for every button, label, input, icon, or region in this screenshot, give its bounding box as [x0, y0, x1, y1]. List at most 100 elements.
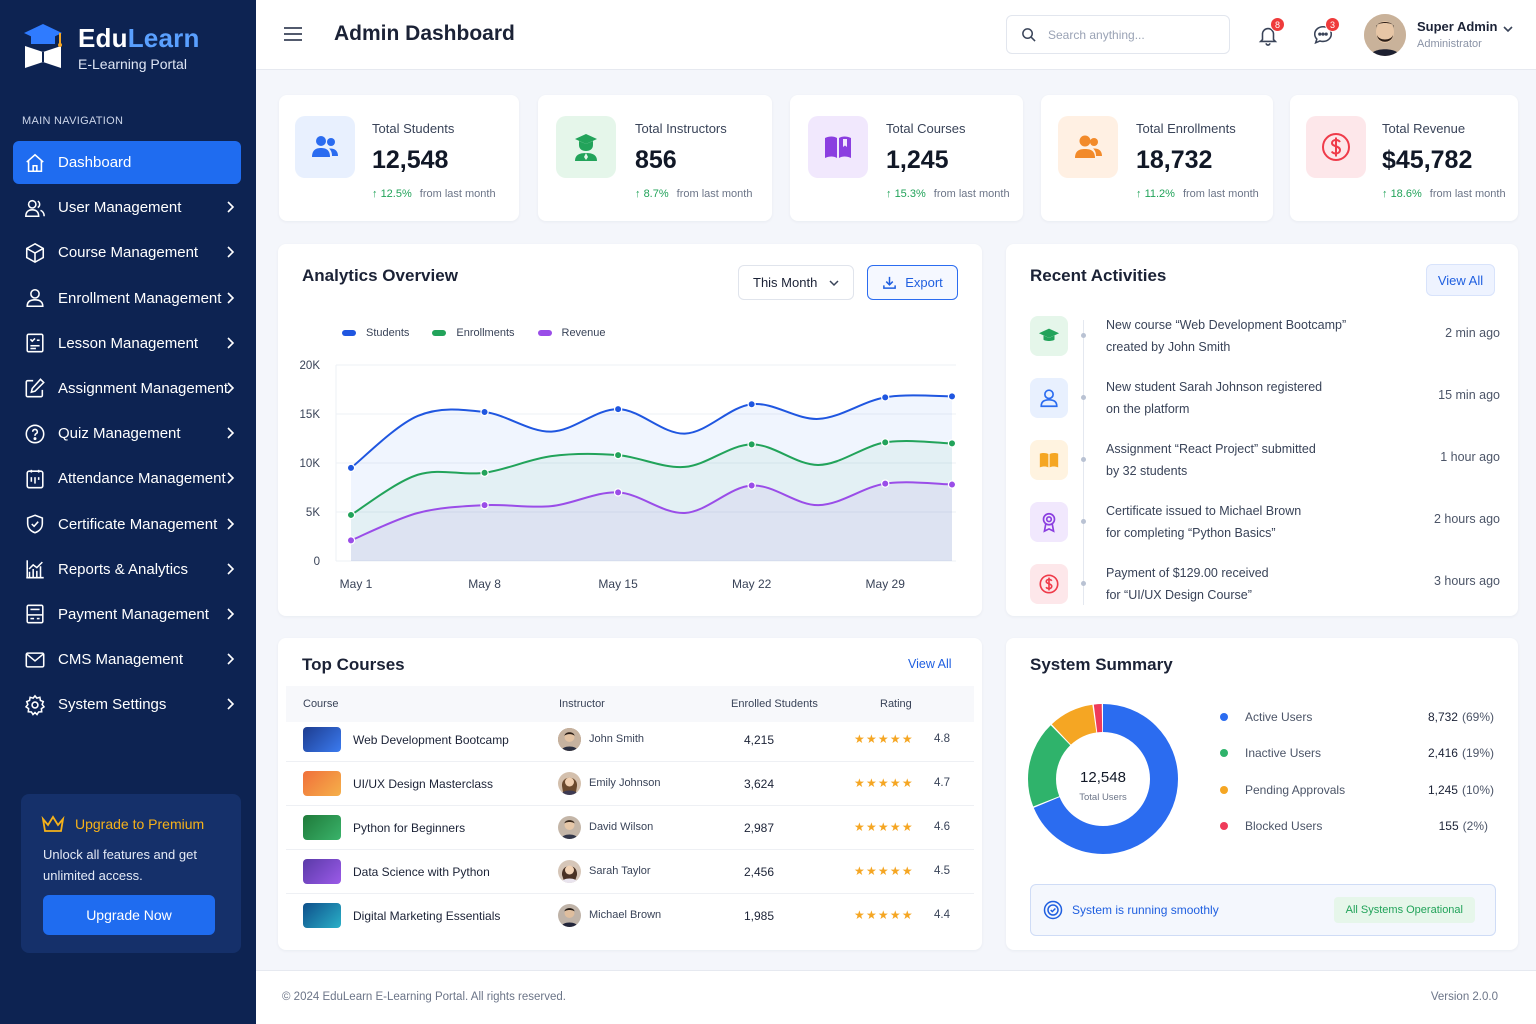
- activity-icon-box: [1030, 440, 1068, 480]
- course-name: Digital Marketing Essentials: [353, 909, 501, 923]
- search-icon: [1022, 28, 1036, 42]
- dollar-icon: [1322, 133, 1350, 161]
- summary-value: 1,245 (10%): [1427, 783, 1494, 797]
- sidebar-item-user-management[interactable]: User Management: [13, 186, 241, 229]
- sidebar-item-label: Enrollment Management: [58, 289, 222, 307]
- hamburger-menu-icon[interactable]: [283, 26, 303, 42]
- activity-time: 1 hour ago: [1440, 450, 1500, 464]
- sidebar-item-attendance-management[interactable]: Attendance Management: [13, 457, 241, 500]
- sidebar-item-system-settings[interactable]: System Settings: [13, 683, 241, 726]
- summary-label: Pending Approvals: [1245, 783, 1346, 797]
- chevron-right-icon: [227, 698, 235, 710]
- activity-text: Certificate issued to Michael Brown for c…: [1106, 504, 1302, 540]
- rating-value: 4.5: [934, 865, 950, 877]
- activity-time: 3 hours ago: [1433, 574, 1500, 588]
- stat-card-instructors[interactable]: Total Instructors 856 ↑ 8.7% from last mo…: [538, 95, 772, 221]
- donut-slice-active[interactable]: [1028, 704, 1178, 854]
- stat-label: Total Courses: [886, 121, 966, 136]
- point-enrollments: [747, 440, 756, 449]
- sidebar-item-cms-management[interactable]: CMS Management: [13, 638, 241, 681]
- table-row[interactable]: UI/UX Design Masterclass Emily Johnson 3…: [286, 762, 974, 806]
- activities-view-all-button[interactable]: View All: [1426, 264, 1495, 296]
- table-row[interactable]: Python for Beginners David Wilson 2,987 …: [286, 806, 974, 850]
- stat-card-enrollments[interactable]: Total Enrollments 18,732 ↑ 11.2% from las…: [1041, 95, 1273, 221]
- status-dot: [1220, 822, 1228, 830]
- stat-value: 856: [635, 146, 677, 174]
- quiz-icon: [25, 424, 45, 444]
- donut-slice-inactive[interactable]: [1028, 704, 1178, 854]
- summary-label: Active Users: [1245, 710, 1313, 724]
- rating-value: 4.4: [934, 909, 950, 921]
- search-input[interactable]: [1048, 27, 1208, 42]
- avatar[interactable]: [1364, 14, 1406, 56]
- sidebar-item-lesson-management[interactable]: Lesson Management: [13, 322, 241, 365]
- point-enrollments: [346, 510, 356, 520]
- export-button[interactable]: Export: [867, 265, 958, 300]
- sidebar-item-assignment-management[interactable]: Assignment Management: [13, 367, 241, 410]
- sidebar-item-label: User Management: [58, 199, 182, 217]
- instructor-avatar: [558, 904, 581, 927]
- brand[interactable]: EduLearn E-Learning Portal: [22, 22, 200, 72]
- sidebar-item-certificate-management[interactable]: Certificate Management: [13, 503, 241, 546]
- column-header-instructor[interactable]: Instructor: [559, 698, 605, 710]
- activity-time: 2 min ago: [1445, 326, 1500, 340]
- activity-item[interactable]: Assignment “React Project” submitted by 3…: [1006, 436, 1524, 498]
- messages-button[interactable]: 3: [1312, 17, 1340, 46]
- users-icon: [25, 199, 45, 217]
- instructor-avatar: [558, 728, 581, 751]
- sidebar-item-reports-analytics[interactable]: Reports & Analytics: [13, 548, 241, 591]
- sidebar-item-quiz-management[interactable]: Quiz Management: [13, 412, 241, 455]
- instructor-avatar: [558, 860, 581, 883]
- legend-swatch: [432, 330, 447, 336]
- notifications-button[interactable]: 8: [1257, 17, 1285, 46]
- activity-item[interactable]: Certificate issued to Michael Brown for c…: [1006, 498, 1524, 560]
- upgrade-text: Unlock all features and get unlimited ac…: [43, 847, 197, 883]
- courses-view-all-link[interactable]: View All: [908, 657, 952, 671]
- period-select[interactable]: This Month: [738, 265, 854, 300]
- table-row[interactable]: Web Development Bootcamp John Smith 4,21…: [286, 718, 974, 762]
- point-revenue: [747, 481, 756, 490]
- activity-item[interactable]: New course “Web Development Bootcamp” cre…: [1006, 312, 1524, 374]
- table-row[interactable]: Digital Marketing Essentials Michael Bro…: [286, 894, 974, 938]
- user-icon: [26, 289, 44, 308]
- point-revenue: [480, 500, 489, 510]
- sidebar-item-enrollment-management[interactable]: Enrollment Management: [13, 277, 241, 320]
- instructor-icon: [575, 134, 597, 161]
- chevron-down-icon[interactable]: [1502, 24, 1514, 34]
- top-courses-title: Top Courses: [302, 655, 405, 674]
- stat-trend: ↑ 15.3% from last month: [886, 188, 1010, 200]
- table-row[interactable]: Data Science with Python Sarah Taylor 2,…: [286, 850, 974, 894]
- sidebar-item-label: Certificate Management: [58, 515, 218, 533]
- person-avatar-icon: [558, 904, 581, 927]
- chevron-right-icon: [227, 427, 235, 439]
- upgrade-now-button[interactable]: Upgrade Now: [43, 895, 215, 935]
- stat-icon-box: [295, 116, 355, 178]
- user-plus-icon: [1075, 135, 1102, 158]
- stat-card-students[interactable]: Total Students 12,548 ↑ 12.5% from last m…: [279, 95, 519, 221]
- x-tick-label: May 15: [598, 577, 638, 591]
- chevron-right-icon: [227, 201, 235, 213]
- column-header-rating[interactable]: Rating: [880, 698, 912, 710]
- donut-center-value: 12,548: [1080, 769, 1126, 786]
- instructor-name: Emily Johnson: [589, 777, 661, 789]
- activity-icon-box: [1030, 564, 1068, 604]
- stat-label: Total Instructors: [635, 121, 727, 136]
- legend-item-enrollments[interactable]: Enrollments: [432, 327, 515, 339]
- sidebar-item-course-management[interactable]: Course Management: [13, 231, 241, 274]
- activity-item[interactable]: Payment of $129.00 received for “UI/UX De…: [1006, 560, 1524, 622]
- stat-card-courses[interactable]: Total Courses 1,245 ↑ 15.3% from last mon…: [790, 95, 1023, 221]
- legend-item-students[interactable]: Students: [342, 327, 409, 339]
- legend-item-revenue[interactable]: Revenue: [537, 327, 606, 339]
- column-header-course[interactable]: Course: [303, 698, 339, 710]
- main-navigation: Dashboard User Management Course Managem…: [13, 141, 241, 728]
- stat-trend: ↑ 12.5% from last month: [372, 188, 496, 200]
- stat-card-revenue[interactable]: Total Revenue $45,782 ↑ 18.6% from last m…: [1290, 95, 1518, 221]
- x-tick-label: May 1: [340, 577, 373, 591]
- sidebar-item-dashboard[interactable]: Dashboard: [13, 141, 241, 184]
- timeline-dot: [1081, 457, 1086, 462]
- dollar-icon: [1039, 574, 1059, 594]
- sidebar-item-payment-management[interactable]: Payment Management: [13, 593, 241, 636]
- column-header-enrolled[interactable]: Enrolled Students: [731, 698, 818, 710]
- stat-value: $45,782: [1382, 146, 1473, 174]
- activity-item[interactable]: New student Sarah Johnson registered on t…: [1006, 374, 1524, 436]
